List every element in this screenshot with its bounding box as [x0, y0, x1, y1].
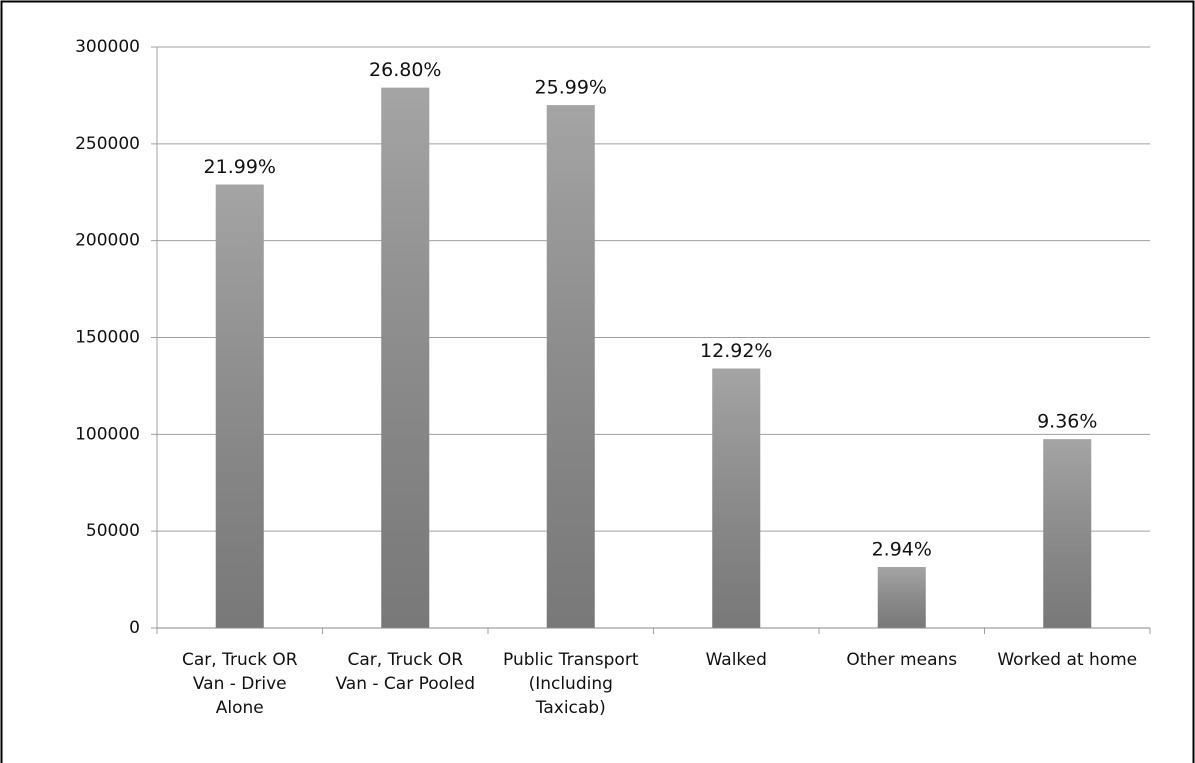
- bar-shade: [1043, 439, 1092, 628]
- y-tick-label: 50000: [86, 521, 140, 541]
- value-label: 2.94%: [872, 538, 932, 560]
- y-tick-label: 100000: [75, 424, 140, 444]
- x-tick-label: Other means: [846, 650, 957, 670]
- y-tick-label: 300000: [75, 37, 140, 57]
- x-tick-label: Walked: [706, 650, 767, 670]
- x-tick-label: Car, Truck OR Van - Car Pooled: [335, 650, 475, 694]
- bar-shade: [381, 87, 430, 629]
- bar-shade: [215, 184, 264, 628]
- value-label: 21.99%: [204, 156, 276, 178]
- value-label: 9.36%: [1037, 411, 1097, 433]
- value-label: 26.80%: [369, 59, 441, 81]
- y-tick-label: 150000: [75, 328, 140, 348]
- value-label: 12.92%: [700, 340, 772, 362]
- y-tick-label: 200000: [75, 231, 140, 251]
- x-tick-label: Car, Truck OR Van - Drive Alone: [182, 650, 298, 718]
- bar-shade: [877, 566, 926, 628]
- value-label: 25.99%: [535, 77, 607, 99]
- bar-shade: [712, 368, 761, 628]
- x-tick-label: Public Transport (Including Taxicab): [503, 650, 639, 718]
- bar-shade: [546, 105, 595, 629]
- x-tick-label: Worked at home: [997, 650, 1137, 670]
- y-tick-label: 0: [129, 618, 140, 638]
- y-tick-label: 250000: [75, 134, 140, 154]
